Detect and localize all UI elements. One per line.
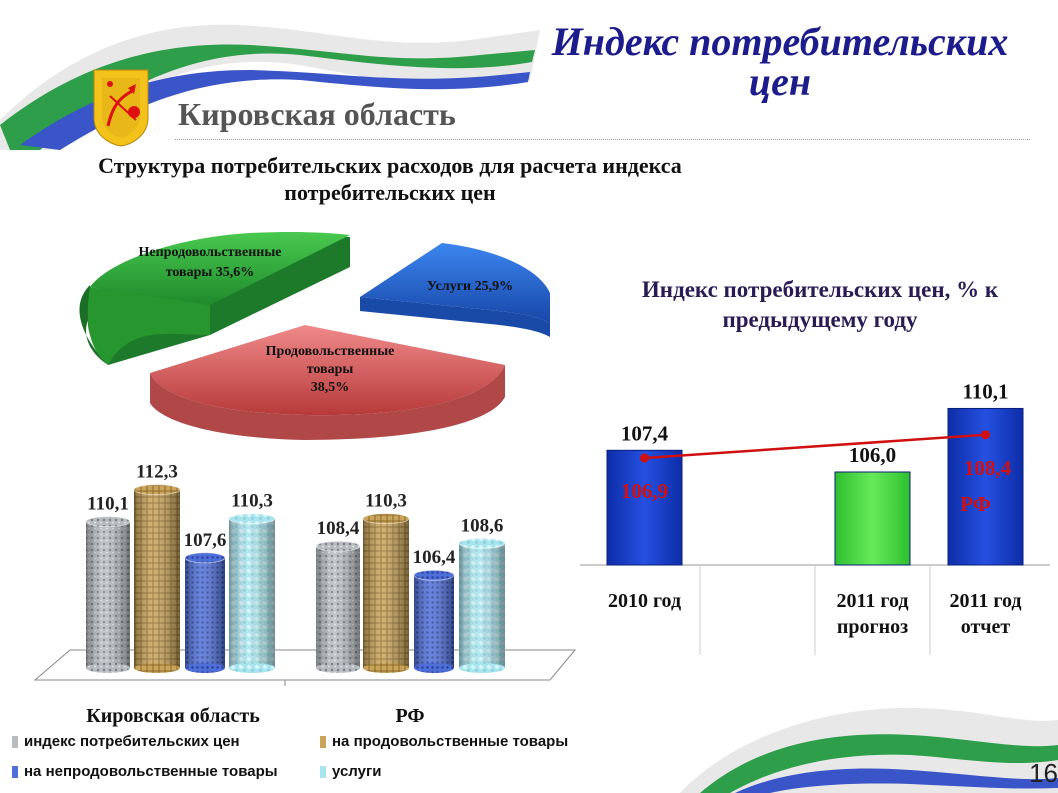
pie-slice-services bbox=[360, 243, 550, 337]
cylinder-bar bbox=[315, 540, 361, 673]
kirov-coat-of-arms-icon bbox=[93, 69, 149, 147]
legend-swatch-gray bbox=[12, 736, 18, 749]
cylinder-bar bbox=[133, 484, 181, 673]
cylinder-value-label: 112,3 bbox=[136, 462, 178, 483]
legend-swatch-cyan bbox=[320, 766, 326, 779]
pie-chart-title: Структура потребительских расходов для р… bbox=[98, 153, 682, 205]
legend-item-food: на продовольственные товары bbox=[320, 733, 568, 750]
header-divider bbox=[175, 139, 1030, 140]
cylinder-bar bbox=[184, 552, 226, 673]
cpi-category-label: прогноз bbox=[837, 616, 908, 638]
legend-item-cpi: индекс потребительских цен bbox=[12, 733, 240, 750]
cpi-category-label: 2011 год bbox=[836, 590, 908, 612]
decorative-ribbon-bottom bbox=[680, 707, 1058, 793]
rf-series-label: РФ bbox=[960, 492, 991, 516]
cpi-bar-chart: 107,4 106,0 110,1 106,9 108,4 РФ 2010 год 2011… bbox=[580, 379, 1050, 655]
cpi-value-label: 106,0 bbox=[849, 443, 896, 467]
cylinder-value-label: 107,6 bbox=[184, 530, 227, 551]
cylinder-value-label: 106,4 bbox=[413, 547, 456, 568]
cylinder-bar-chart: 110,1108,4112,3110,3107,6106,4110,3108,6… bbox=[33, 462, 577, 727]
rf-value-label: 106,9 bbox=[621, 479, 668, 503]
cpi-value-label: 107,4 bbox=[621, 421, 669, 445]
legend-swatch-tan bbox=[320, 736, 326, 749]
cylinder-bar bbox=[413, 569, 455, 673]
cylinder-bar bbox=[458, 537, 506, 673]
cylinder-bar bbox=[362, 513, 410, 673]
cylinder-bar bbox=[85, 516, 131, 673]
rf-value-label: 108,4 bbox=[964, 456, 1012, 480]
region-label: Кировская область bbox=[178, 96, 456, 132]
pie-label-services: Услуги 25,9% bbox=[427, 279, 513, 294]
pie-label-food-1: Продовольственные bbox=[266, 344, 395, 359]
rf-point bbox=[640, 453, 649, 463]
cylinder-value-label: 108,6 bbox=[461, 515, 504, 536]
pie-label-nonfood-2: товары 35,6% bbox=[166, 265, 255, 280]
category-label-rf: РФ bbox=[395, 705, 424, 727]
cylinder-bar bbox=[228, 513, 276, 673]
cpi-bar bbox=[606, 449, 683, 566]
cpi-bar bbox=[834, 471, 911, 566]
cylinder-value-label: 110,3 bbox=[365, 491, 407, 512]
pie-label-nonfood-1: Непродовольственные bbox=[139, 245, 282, 260]
pie-label-food-3: 38,5% bbox=[311, 380, 350, 395]
cpi-category-label: 2010 год bbox=[608, 590, 681, 612]
cpi-value-label: 110,1 bbox=[962, 379, 1008, 403]
page-title: Индекс потребительских цен bbox=[551, 19, 1009, 104]
pie-label-food-2: товары bbox=[307, 362, 354, 377]
pie-slice-food bbox=[150, 325, 505, 440]
pie-chart: Непродовольственные товары 35,6% Услуги … bbox=[79, 231, 550, 440]
legend-swatch-blue bbox=[12, 766, 18, 779]
legend-item-services: услуги bbox=[320, 763, 381, 780]
category-label-kirov: Кировская область bbox=[86, 705, 260, 727]
cpi-category-label: 2011 год bbox=[949, 590, 1021, 612]
rf-line bbox=[644, 433, 986, 460]
cylinder-chart-legend: индекс потребительских цен на продовольс… bbox=[12, 733, 612, 788]
cpi-category-label: отчет bbox=[961, 616, 1011, 638]
rf-point bbox=[981, 430, 990, 440]
pie-slice-nonfood bbox=[79, 231, 351, 365]
slide-number: 16 bbox=[1029, 758, 1058, 788]
cylinder-value-label: 110,3 bbox=[231, 491, 273, 512]
cylinder-value-label: 110,1 bbox=[87, 494, 129, 515]
cpi-chart-title: Индекс потребительских цен, % к предыдущ… bbox=[641, 277, 999, 332]
legend-item-nonfood: на непродовольственные товары bbox=[12, 763, 278, 780]
cylinder-value-label: 108,4 bbox=[317, 518, 360, 539]
